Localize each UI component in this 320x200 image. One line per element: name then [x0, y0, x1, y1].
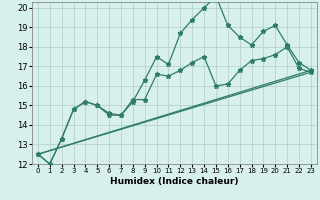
X-axis label: Humidex (Indice chaleur): Humidex (Indice chaleur) [110, 177, 239, 186]
